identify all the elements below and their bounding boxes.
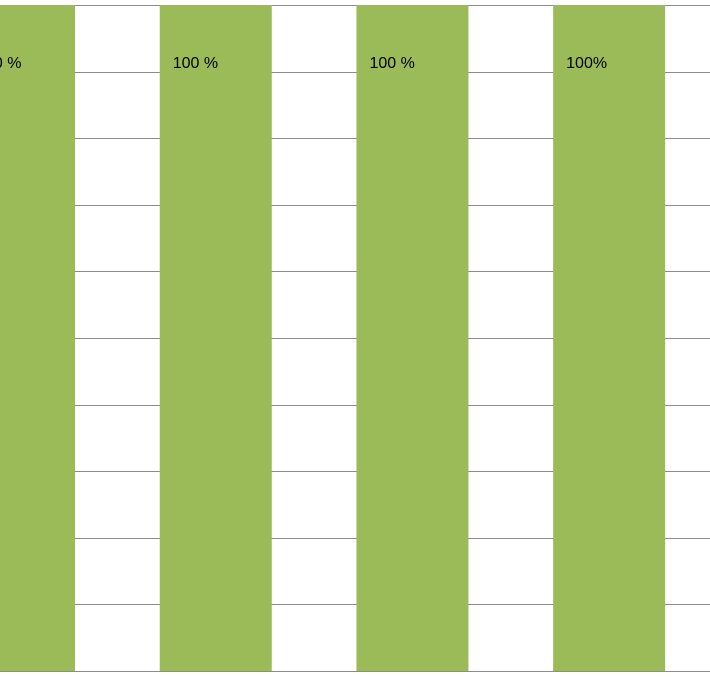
value-label: 100 % (0, 55, 21, 72)
value-label: 100 % (173, 55, 218, 72)
value-label: 100 % (369, 55, 414, 72)
bar (356, 5, 469, 671)
bar (553, 5, 666, 671)
value-label: 100% (566, 55, 607, 72)
bar (0, 5, 76, 671)
bar (159, 5, 272, 671)
